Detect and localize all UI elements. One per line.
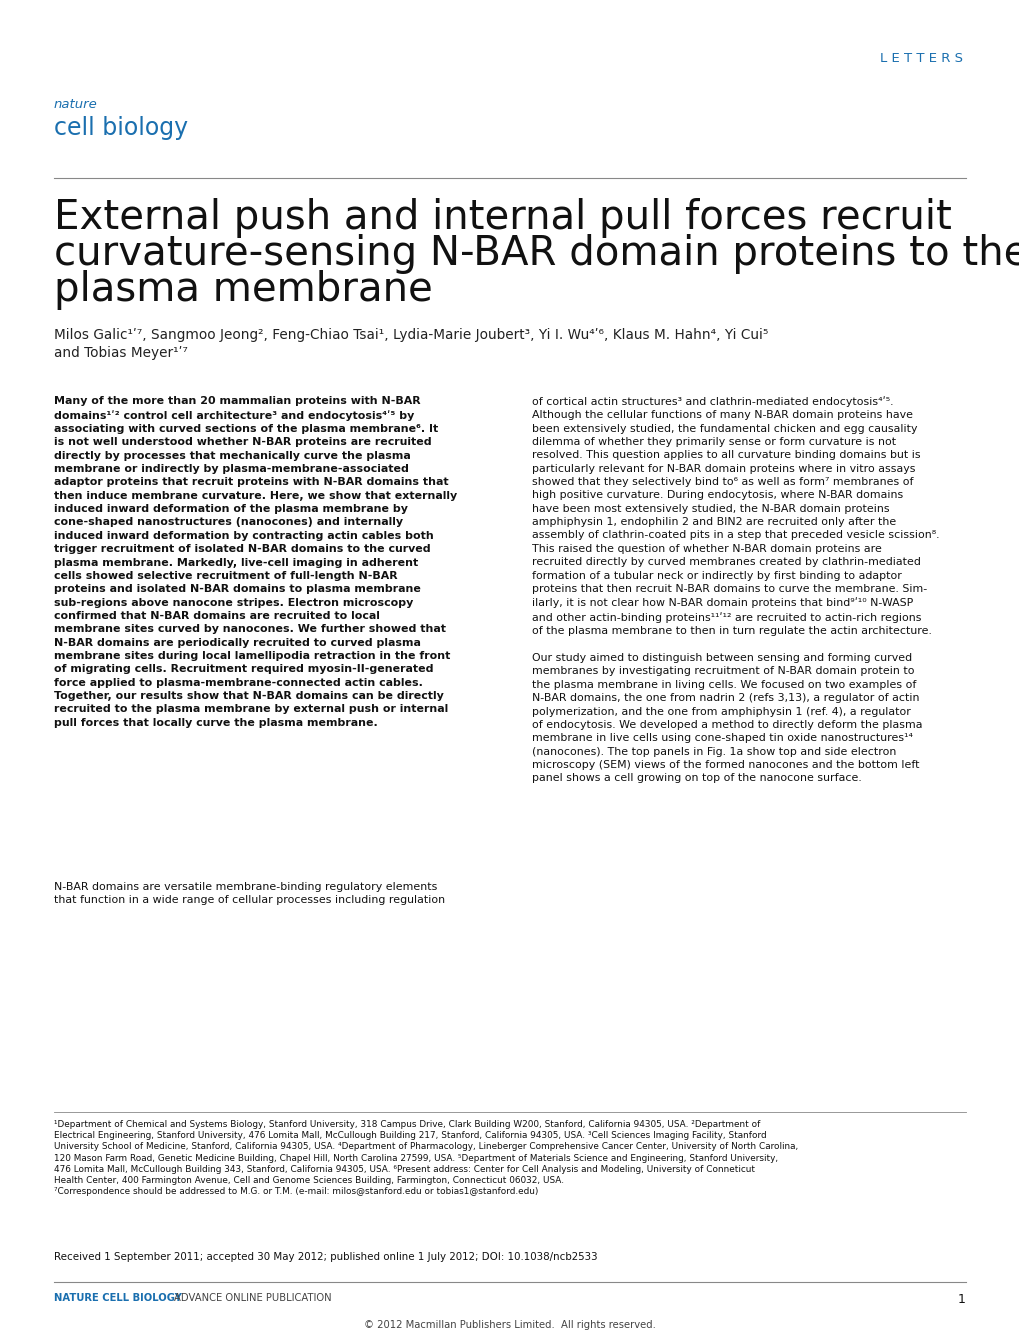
Text: ¹Department of Chemical and Systems Biology, Stanford University, 318 Campus Dri: ¹Department of Chemical and Systems Biol…	[54, 1120, 798, 1197]
Text: NATURE CELL BIOLOGY: NATURE CELL BIOLOGY	[54, 1293, 181, 1302]
Text: ADVANCE ONLINE PUBLICATION: ADVANCE ONLINE PUBLICATION	[174, 1293, 331, 1302]
Text: of cortical actin structures³ and clathrin-mediated endocytosis⁴ʹ⁵.
Although the: of cortical actin structures³ and clathr…	[532, 397, 938, 784]
Text: cell biology: cell biology	[54, 117, 187, 139]
Text: curvature-sensing N-BAR domain proteins to the: curvature-sensing N-BAR domain proteins …	[54, 234, 1019, 273]
Text: Received 1 September 2011; accepted 30 May 2012; published online 1 July 2012; D: Received 1 September 2011; accepted 30 M…	[54, 1252, 597, 1262]
Text: © 2012 Macmillan Publishers Limited.  All rights reserved.: © 2012 Macmillan Publishers Limited. All…	[364, 1320, 655, 1331]
Text: 1: 1	[957, 1293, 965, 1306]
Text: nature: nature	[54, 98, 98, 111]
Text: plasma membrane: plasma membrane	[54, 269, 432, 310]
Text: L E T T E R S: L E T T E R S	[879, 52, 962, 66]
Text: N-BAR domains are versatile membrane-binding regulatory elements
that function i: N-BAR domains are versatile membrane-bin…	[54, 882, 444, 906]
Text: and Tobias Meyer¹ʹ⁷: and Tobias Meyer¹ʹ⁷	[54, 346, 187, 360]
Text: Many of the more than 20 mammalian proteins with N-BAR
domains¹ʹ² control cell a: Many of the more than 20 mammalian prote…	[54, 397, 457, 728]
Text: Milos Galic¹ʹ⁷, Sangmoo Jeong², Feng-Chiao Tsai¹, Lydia-Marie Joubert³, Yi I. Wu: Milos Galic¹ʹ⁷, Sangmoo Jeong², Feng-Chi…	[54, 328, 767, 342]
Text: External push and internal pull forces recruit: External push and internal pull forces r…	[54, 198, 951, 239]
